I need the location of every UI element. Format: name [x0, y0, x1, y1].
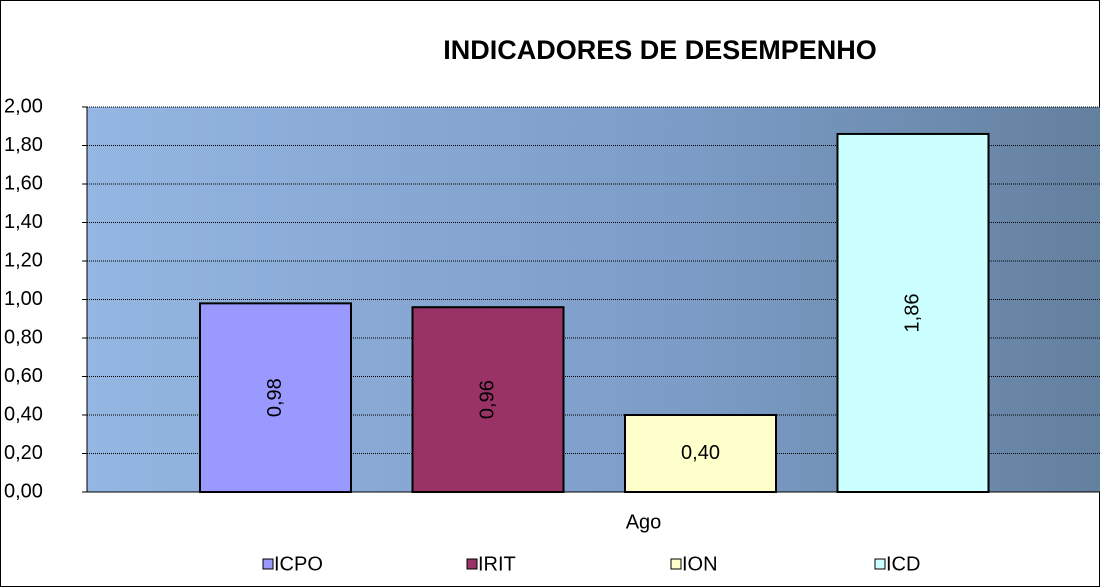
y-tick-label: 2,00 — [4, 95, 43, 117]
x-tick-label: Ago — [626, 511, 662, 533]
legend-swatch — [262, 558, 274, 570]
chart-title: INDICADORES DE DESEMPENHO — [443, 35, 877, 65]
data-label: 0,96 — [476, 380, 498, 419]
legend-swatch — [670, 558, 682, 570]
y-tick-label: 0,80 — [4, 326, 43, 348]
bar — [411, 306, 565, 494]
legend-swatch — [466, 558, 478, 570]
data-label: 0,98 — [264, 378, 286, 417]
legend-label: ICPO — [274, 553, 323, 575]
bar — [836, 132, 990, 493]
legend-swatch — [874, 558, 886, 570]
y-tick-label: 1,00 — [4, 288, 43, 310]
y-tick-label: 1,60 — [4, 172, 43, 194]
y-tick-label: 0,60 — [4, 365, 43, 387]
y-tick-label: 1,40 — [4, 211, 43, 233]
y-tick-label: 0,00 — [4, 480, 43, 502]
bar — [624, 414, 777, 493]
data-label: 0,40 — [681, 442, 720, 464]
y-tick-label: 0,40 — [4, 403, 43, 425]
y-tick-label: 0,20 — [4, 442, 43, 464]
legend-label: ION — [682, 553, 718, 575]
y-tick-label: 1,80 — [4, 134, 43, 156]
y-tick-label: 1,20 — [4, 249, 43, 271]
bar — [199, 302, 352, 493]
legend-label: IRIT — [478, 553, 516, 575]
data-label: 1,86 — [901, 294, 923, 333]
legend-label: ICD — [886, 553, 920, 575]
